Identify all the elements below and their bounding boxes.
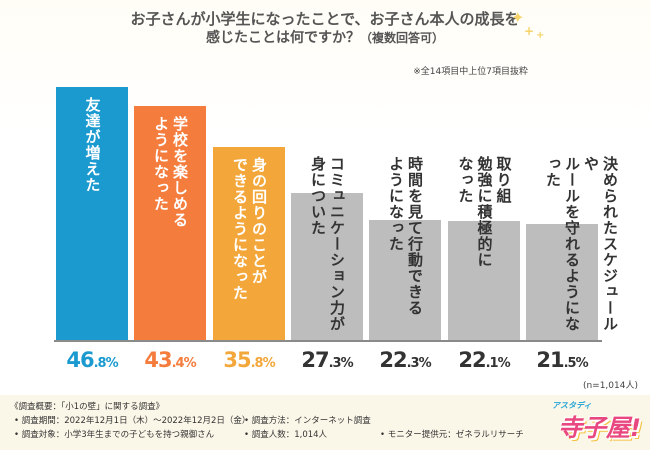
bar-label-line: ようになった [387, 156, 405, 252]
value-label-2: 43.4% [130, 348, 210, 372]
bar-4 [291, 193, 363, 340]
bar-label-3: 身の回りのことが できるようになった [230, 157, 268, 334]
bar-label-line: 時間を見て行動できる [406, 156, 424, 316]
value-label-5: 22.3% [365, 348, 445, 372]
bar-label-4: コミュニケーション力が 身についた [308, 156, 346, 334]
value-decimal-percent: .8% [93, 356, 119, 371]
value-label-3: 35.8% [209, 348, 289, 372]
bar-label-line: なった [456, 156, 475, 204]
footer-provider: • モニター提供元：ゼネラルリサーチ [380, 430, 524, 440]
value-label-4: 27.3% [287, 348, 367, 372]
bar-1 [56, 87, 128, 340]
value-integer: 22 [379, 348, 407, 372]
chart-note: ※全14項目中上位7項目抜粋 [413, 67, 528, 77]
logo: アスタディ 寺子屋! [548, 398, 646, 446]
bar-label-line: 取り組 [494, 156, 513, 204]
value-decimal-percent: .5% [563, 356, 589, 371]
bar-label-line: 決められたスケジュールや [582, 156, 619, 332]
bar-label-line: 友達が増えた [83, 97, 102, 193]
value-decimal-percent: .3% [328, 356, 354, 371]
x-axis-baseline [54, 340, 602, 342]
title-paren: （複数回答可） [359, 31, 444, 45]
value-decimal-percent: .4% [171, 356, 197, 371]
footer-target: • 調査対象：小学3年生までの子どもを持つ親御さん [14, 430, 215, 440]
sparkle-icon: + [536, 30, 545, 41]
bar-label-line: 身についた [309, 156, 327, 236]
value-integer: 46 [66, 348, 94, 372]
bar-label-line: 身の回りのことが [250, 157, 268, 285]
value-integer: 22 [458, 348, 486, 372]
bar-label-line: ようになった [152, 116, 170, 212]
sparkle-icon: + [524, 24, 535, 38]
bar-2 [134, 106, 206, 340]
footer-period: • 調査期間：2022年12月1日（木）〜2022年12月2日（金） [14, 416, 251, 426]
footer-panel [0, 395, 650, 450]
value-decimal-percent: .1% [485, 356, 511, 371]
bar-label-line: コミュニケーション力が [328, 156, 346, 332]
value-decimal-percent: .8% [250, 356, 276, 371]
footer-count: • 調査人数：1,014人 [244, 430, 328, 440]
value-integer: 43 [144, 348, 172, 372]
bar-label-2: 学校を楽しめる ようになった [151, 116, 189, 334]
bar-5 [369, 220, 441, 340]
bar-3 [213, 147, 285, 340]
bar-label-7: 決められたスケジュールや ルールを守れるようになった [543, 156, 619, 334]
value-label-7: 21.5% [522, 348, 602, 372]
value-label-6: 22.1% [444, 348, 524, 372]
logo-small-text: アスタディ [552, 401, 592, 410]
bar-label-line: できるようになった [231, 157, 249, 301]
bar-label-6: 取り組 勉強に積極的に なった [456, 156, 513, 334]
title-line-1: お子さんが小学生になったことで、お子さん本人の成長を [130, 10, 520, 28]
bar-label-line: 学校を楽しめる [171, 116, 189, 228]
sample-size-label: (n=1,014人) [582, 381, 638, 391]
bar-7 [526, 224, 598, 340]
bar-label-line: 勉強に積極的に [475, 156, 494, 268]
footer-method: • 調査方法：インターネット調査 [244, 416, 371, 426]
title-question: 感じたことは何ですか？ [205, 30, 360, 46]
value-integer: 27 [301, 348, 329, 372]
value-integer: 35 [223, 348, 251, 372]
bar-label-line: ルールを守れるようになった [544, 156, 581, 332]
value-integer: 21 [536, 348, 564, 372]
title-line-2: 感じたことは何ですか？（複数回答可） [0, 29, 650, 48]
bar-label-5: 時間を見て行動できる ようになった [386, 156, 424, 334]
sparkle-icon: ✦ [511, 8, 525, 27]
value-decimal-percent: .3% [406, 356, 432, 371]
footer-heading: 《調査概要：「小1の壁」に関する調査》 [10, 402, 165, 412]
chart-title: お子さんが小学生になったことで、お子さん本人の成長を 感じたことは何ですか？（複… [0, 10, 650, 48]
bar-6 [448, 221, 520, 340]
bar-label-1: 友達が増えた [83, 97, 102, 334]
logo-main-text: 寺子屋! [558, 414, 641, 442]
value-label-1: 46.8% [52, 348, 132, 372]
